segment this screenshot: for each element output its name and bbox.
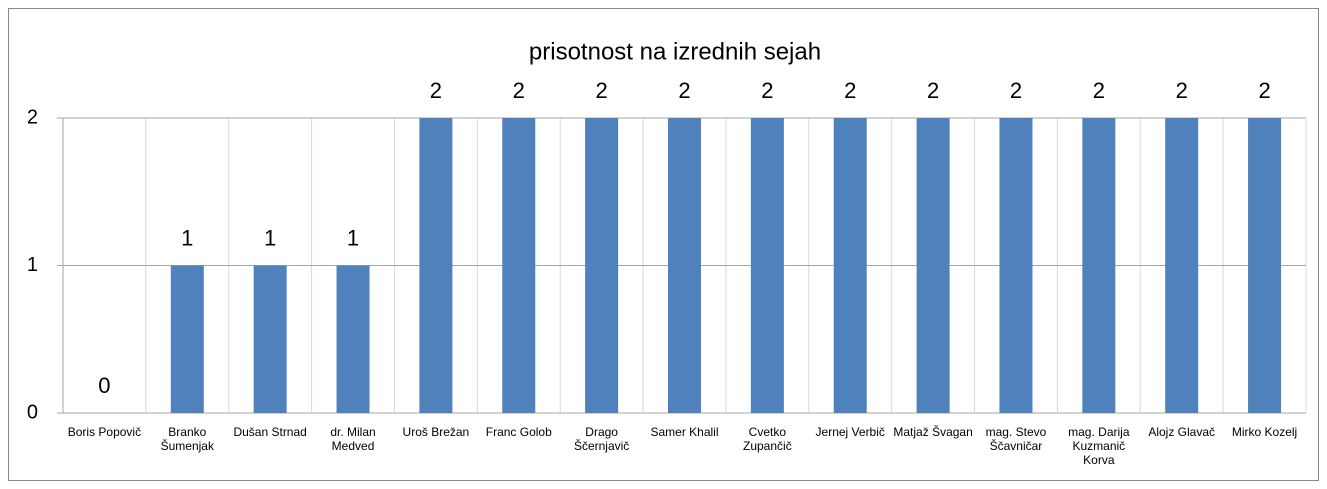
x-tick-label: mag. Stevo Ščavničar (985, 425, 1047, 453)
y-tick-label: 1 (27, 254, 38, 276)
x-tick-label: Franc Golob (485, 425, 552, 439)
bar (502, 118, 536, 413)
x-tick-label: Cvetko Zupančič (743, 425, 792, 453)
data-label: 2 (927, 78, 939, 103)
data-label: 0 (98, 373, 110, 398)
x-tick-label: Uroš Brežan (402, 425, 470, 439)
x-tick-label: Samer Khalil (650, 425, 719, 439)
data-label: 2 (596, 78, 608, 103)
data-label: 2 (1010, 78, 1022, 103)
bar (916, 118, 950, 413)
data-label: 2 (513, 78, 525, 103)
bar (668, 118, 701, 413)
data-label: 1 (264, 225, 276, 250)
chart-title: prisotnost na izrednih sejah (529, 38, 821, 65)
chart-border (8, 8, 1319, 481)
data-label: 2 (761, 78, 773, 103)
data-label: 2 (430, 78, 442, 103)
x-tick-label: Branko Šumenjak (160, 425, 214, 453)
data-label: 2 (1176, 78, 1188, 103)
data-label: 2 (678, 78, 690, 103)
bar (1082, 118, 1116, 413)
data-label: 2 (1093, 78, 1105, 103)
bar (750, 118, 784, 413)
y-tick-label: 0 (27, 401, 38, 423)
x-tick-label: mag. Darija Kuzmanič Korva (1068, 425, 1130, 467)
x-tick-label: Mirko Kozelj (1231, 425, 1298, 439)
x-tick-label: Drago Ščernjavič (573, 425, 630, 453)
bar (585, 118, 619, 413)
data-label: 2 (844, 78, 856, 103)
x-tick-label: Jernej Verbič (815, 425, 885, 439)
bar (170, 265, 204, 413)
bar (253, 265, 287, 413)
x-tick-label: Dušan Strnad (233, 425, 307, 439)
data-label: 2 (1258, 78, 1270, 103)
x-tick-label: Boris Popovič (67, 425, 142, 439)
bar (1248, 118, 1282, 413)
x-tick-label: dr. Milan Medved (330, 425, 376, 453)
x-tick-label: Alojz Glavač (1148, 425, 1216, 439)
bar (1165, 118, 1199, 413)
data-label: 1 (347, 225, 359, 250)
x-tick-label: Matjaž Švagan (893, 425, 973, 439)
bar (419, 118, 453, 413)
data-label: 1 (181, 225, 193, 250)
bar (833, 118, 867, 413)
y-tick-label: 2 (27, 106, 38, 128)
bar (999, 118, 1033, 413)
bar (336, 265, 370, 413)
